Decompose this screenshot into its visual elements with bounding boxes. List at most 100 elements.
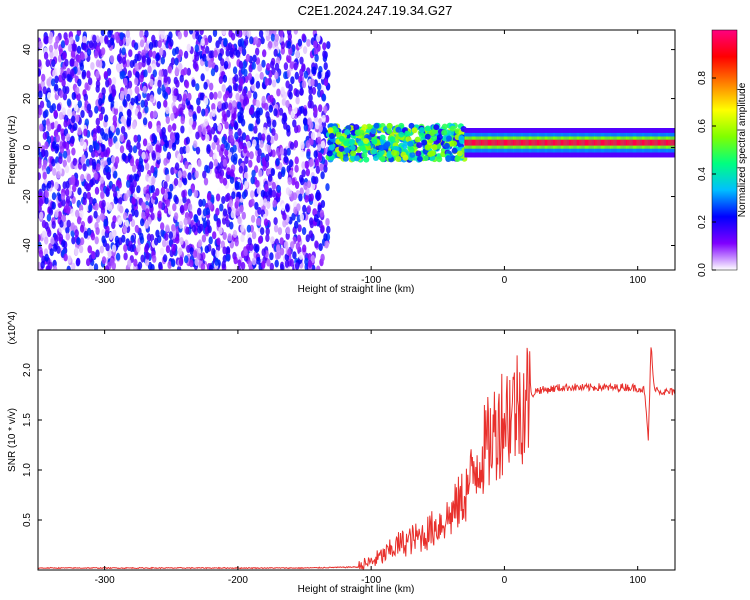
spectrogram-cell bbox=[311, 264, 316, 270]
spectrogram-cell bbox=[242, 60, 248, 69]
spectrogram-cell bbox=[239, 141, 244, 150]
spectrogram-cell bbox=[536, 139, 539, 146]
spectrogram-cell bbox=[183, 50, 189, 59]
spectrogram-cell bbox=[80, 52, 85, 61]
spectrogram-cell bbox=[123, 212, 128, 221]
spectrogram-cell bbox=[408, 146, 415, 153]
spectrogram-cell bbox=[238, 165, 244, 174]
spectrogram-cell bbox=[270, 236, 275, 245]
spectrogram-cell bbox=[338, 135, 345, 142]
spectrogram-cell bbox=[159, 247, 165, 256]
spectrogram-cell bbox=[114, 141, 120, 150]
spectrogram-cell bbox=[55, 35, 60, 44]
spectrogram-cell bbox=[173, 178, 179, 186]
spectrogram-cell bbox=[597, 139, 600, 146]
spectrogram-cell bbox=[484, 139, 487, 146]
spectrogram-cell bbox=[227, 85, 233, 94]
spectrogram-cell bbox=[118, 56, 123, 64]
spectrogram-cell bbox=[44, 36, 49, 45]
spectrogram-cell bbox=[88, 144, 94, 153]
spectrogram-cell bbox=[208, 236, 213, 245]
spectrogram-cell bbox=[118, 197, 123, 205]
spectrogram-cell bbox=[572, 139, 575, 146]
spectrogram-cell bbox=[56, 66, 61, 75]
spectrogram-cell bbox=[99, 183, 105, 192]
spectrogram-cell bbox=[232, 156, 238, 165]
spectrogram-cell bbox=[103, 218, 108, 227]
spectrogram-cell bbox=[188, 126, 193, 135]
spectrogram-cell bbox=[253, 91, 258, 100]
spectrogram-cell bbox=[94, 172, 99, 181]
spectrogram-cell bbox=[101, 199, 106, 208]
spectrogram-cell bbox=[61, 239, 66, 248]
spectrogram-cell bbox=[45, 59, 50, 68]
spectrogram-cell bbox=[629, 139, 632, 146]
spectrogram-cell bbox=[197, 207, 202, 216]
spectrogram-cell bbox=[244, 156, 249, 165]
spectrogram-cell bbox=[573, 139, 576, 146]
spectrogram-cell bbox=[311, 86, 317, 95]
spectrogram-cell bbox=[140, 99, 145, 108]
spectrogram-cell bbox=[303, 108, 308, 117]
spectrogram-cell bbox=[42, 159, 48, 168]
spectrogram-cell bbox=[283, 155, 289, 164]
spectrogram-cell bbox=[122, 225, 128, 234]
spectrogram-cell bbox=[451, 147, 458, 154]
spectrogram-cell bbox=[291, 212, 296, 221]
spectrogram-cell bbox=[243, 68, 248, 77]
spectrogram-cell bbox=[373, 122, 380, 129]
spectrogram-cell bbox=[99, 164, 105, 173]
spectrogram-cell bbox=[363, 138, 369, 144]
spectrogram-cell bbox=[136, 134, 142, 143]
spectrogram-cell bbox=[38, 234, 41, 243]
spectrogram-cell bbox=[606, 139, 609, 146]
spectrogram-cell bbox=[171, 259, 176, 268]
spectrogram-cell bbox=[259, 71, 264, 80]
spectrogram-cell bbox=[178, 198, 183, 207]
spectrogram-cell bbox=[62, 85, 67, 94]
spectrogram-cell bbox=[83, 230, 89, 239]
spectrogram-cell bbox=[101, 235, 106, 244]
spectrogram-cell bbox=[215, 40, 220, 49]
spectrogram-cell bbox=[194, 63, 199, 72]
spectrogram-cell bbox=[659, 139, 662, 146]
spectrogram-cell bbox=[158, 261, 163, 270]
spectrogram-cell bbox=[250, 214, 256, 223]
spectrogram-cell bbox=[54, 181, 59, 190]
spectrogram-cell bbox=[499, 139, 502, 146]
spectrogram-cell bbox=[183, 67, 188, 76]
spectrogram-cell bbox=[268, 40, 273, 49]
spectrogram-cell bbox=[135, 71, 140, 80]
spectrogram-cell bbox=[76, 257, 81, 266]
spectrogram-cell bbox=[219, 175, 224, 184]
spectrogram-cell bbox=[580, 139, 583, 146]
spectrogram-cell bbox=[256, 186, 262, 195]
spectrogram-cell bbox=[441, 129, 448, 136]
spectrogram-cell bbox=[195, 131, 200, 140]
spectrogram-cell bbox=[75, 86, 80, 95]
spectrogram-cell bbox=[229, 221, 234, 230]
spectrogram-cell bbox=[41, 220, 47, 228]
spectrogram-cell bbox=[65, 226, 70, 235]
spectrogram-cell bbox=[228, 77, 233, 86]
spectrogram-cell bbox=[255, 80, 261, 89]
spectrogram-cell bbox=[178, 247, 183, 256]
spectrogram-cell bbox=[95, 142, 100, 151]
spectrogram-cell bbox=[123, 252, 128, 261]
spectrogram-cell bbox=[39, 100, 45, 109]
spectrogram-cell bbox=[40, 79, 45, 88]
spectrogram-cell bbox=[207, 35, 213, 43]
spectrogram-cell bbox=[298, 251, 304, 260]
spectrogram-cell bbox=[308, 121, 314, 130]
spectrogram-cell bbox=[223, 60, 229, 69]
spectrogram-cell bbox=[38, 147, 41, 156]
spectrogram-cell bbox=[273, 48, 278, 57]
spectrogram-cell bbox=[96, 163, 101, 172]
spectrogram-cell bbox=[49, 248, 54, 257]
spectrogram-cell bbox=[436, 156, 443, 163]
spectrogram-cell bbox=[607, 139, 610, 146]
spectrogram-cell bbox=[209, 82, 214, 91]
spectrogram-cell bbox=[127, 70, 132, 79]
spectrogram-cell bbox=[62, 159, 67, 168]
spectrogram-cell bbox=[313, 48, 319, 56]
